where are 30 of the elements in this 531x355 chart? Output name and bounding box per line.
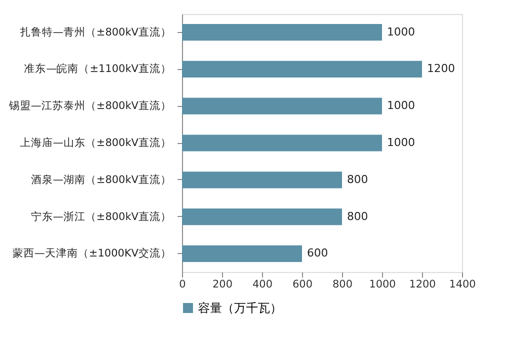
bar xyxy=(182,208,342,226)
data-label: 1000 xyxy=(387,99,415,112)
x-tick-label: 600 xyxy=(292,278,313,290)
bar xyxy=(182,172,342,188)
x-tick-label: 1400 xyxy=(449,278,476,290)
y-tick-label: 蒙西—天津南（±1000KV交流） xyxy=(12,246,172,260)
data-label: 800 xyxy=(347,210,368,223)
bar xyxy=(182,98,382,114)
x-tick-label: 0 xyxy=(179,278,186,290)
x-tick-label: 1200 xyxy=(409,278,436,290)
x-tick-label: 400 xyxy=(252,278,273,290)
y-tick-label: 酒泉—湖南（±800kV直流） xyxy=(30,172,172,186)
legend-label: 容量（万千瓦） xyxy=(198,301,282,315)
y-tick-label: 扎鲁特—青州（±800kV直流） xyxy=(20,25,172,38)
data-label: 800 xyxy=(347,172,368,186)
x-tick-label: 200 xyxy=(212,278,233,290)
x-tick-label: 800 xyxy=(332,278,353,290)
x-tick-label: 1000 xyxy=(369,278,396,290)
y-tick-label: 准东—皖南（±1100kV直流） xyxy=(24,62,172,76)
y-tick-label: 宁东—浙江（±800kV直流） xyxy=(30,210,172,223)
bar xyxy=(182,245,302,262)
y-tick-label: 锡盟—江苏泰州（±800kV直流） xyxy=(8,99,172,112)
data-label: 1000 xyxy=(387,136,415,149)
bar xyxy=(182,134,382,152)
bar xyxy=(182,24,382,41)
data-label: 1000 xyxy=(387,25,415,38)
bar xyxy=(182,60,422,78)
data-label: 600 xyxy=(307,246,328,260)
y-tick-label: 上海庙—山东（±800kV直流） xyxy=(20,136,172,149)
data-label: 1200 xyxy=(427,62,455,76)
